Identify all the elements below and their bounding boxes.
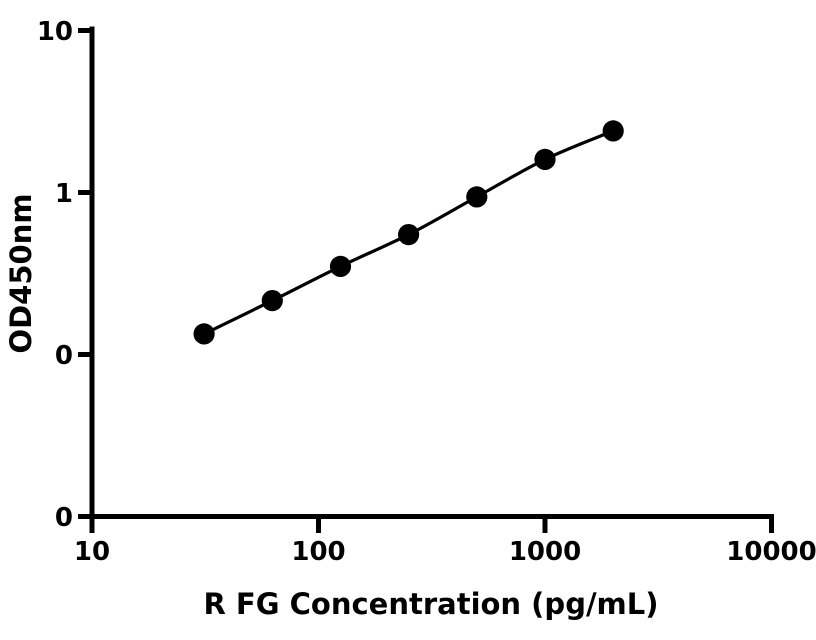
data-point bbox=[466, 186, 488, 208]
data-point bbox=[398, 224, 420, 246]
x-axis-title: R FG Concentration (pg/mL) bbox=[203, 587, 658, 621]
y-axis-title: OD450nm bbox=[4, 193, 38, 353]
x-tick-label: 10000 bbox=[726, 537, 816, 567]
data-point bbox=[261, 290, 283, 312]
y-tick-label: 1 bbox=[55, 179, 73, 209]
data-point bbox=[329, 255, 352, 277]
y-tick-label: 0 bbox=[55, 503, 73, 533]
data-point bbox=[602, 120, 624, 142]
x-tick-label: 1000 bbox=[509, 537, 581, 567]
x-tick-label: 100 bbox=[291, 537, 345, 567]
data-point bbox=[534, 148, 556, 170]
data-point bbox=[193, 323, 215, 345]
y-tick-label: 0 bbox=[55, 341, 73, 371]
x-tick-label: 10 bbox=[74, 537, 110, 567]
y-tick-label: 10 bbox=[37, 17, 73, 47]
